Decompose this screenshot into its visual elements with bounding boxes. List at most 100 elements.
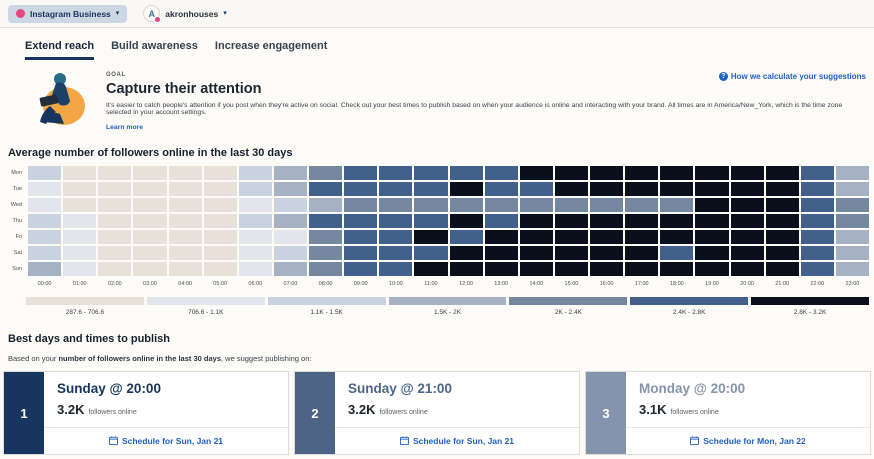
heatmap-cell[interactable] <box>625 214 659 228</box>
heatmap-cell[interactable] <box>484 262 518 276</box>
heatmap-cell[interactable] <box>28 198 62 212</box>
tab-build-awareness[interactable]: Build awareness <box>111 40 198 52</box>
heatmap-cell[interactable] <box>730 182 764 196</box>
heatmap-cell[interactable] <box>379 182 413 196</box>
heatmap-cell[interactable] <box>273 166 307 180</box>
heatmap-cell[interactable] <box>835 198 869 212</box>
heatmap-cell[interactable] <box>379 230 413 244</box>
heatmap-cell[interactable] <box>449 246 483 260</box>
heatmap-cell[interactable] <box>273 182 307 196</box>
heatmap-cell[interactable] <box>625 166 659 180</box>
heatmap-cell[interactable] <box>273 262 307 276</box>
heatmap-cell[interactable] <box>344 182 378 196</box>
heatmap-cell[interactable] <box>590 182 624 196</box>
heatmap-cell[interactable] <box>168 182 202 196</box>
heatmap-cell[interactable] <box>238 246 272 260</box>
heatmap-cell[interactable] <box>660 262 694 276</box>
heatmap-cell[interactable] <box>484 166 518 180</box>
heatmap-cell[interactable] <box>238 230 272 244</box>
heatmap-cell[interactable] <box>800 246 834 260</box>
heatmap-cell[interactable] <box>98 230 132 244</box>
heatmap-cell[interactable] <box>379 198 413 212</box>
heatmap-cell[interactable] <box>800 230 834 244</box>
heatmap-cell[interactable] <box>414 214 448 228</box>
learn-more-link[interactable]: Learn more <box>106 124 144 131</box>
heatmap-cell[interactable] <box>168 230 202 244</box>
heatmap-cell[interactable] <box>344 214 378 228</box>
heatmap-cell[interactable] <box>695 230 729 244</box>
heatmap-cell[interactable] <box>203 230 237 244</box>
heatmap-cell[interactable] <box>554 166 588 180</box>
heatmap-cell[interactable] <box>344 262 378 276</box>
tab-extend-reach[interactable]: Extend reach <box>25 40 95 60</box>
heatmap-cell[interactable] <box>238 182 272 196</box>
schedule-button[interactable]: Schedule for Sun, Jan 21 <box>108 436 223 454</box>
heatmap-cell[interactable] <box>484 246 518 260</box>
heatmap-cell[interactable] <box>63 230 97 244</box>
heatmap-cell[interactable] <box>835 214 869 228</box>
heatmap-cell[interactable] <box>203 262 237 276</box>
heatmap-cell[interactable] <box>133 230 167 244</box>
profile-picker[interactable]: Instagram Business ▾ <box>8 4 128 23</box>
heatmap-cell[interactable] <box>625 182 659 196</box>
heatmap-cell[interactable] <box>28 246 62 260</box>
heatmap-cell[interactable] <box>730 214 764 228</box>
heatmap-cell[interactable] <box>695 198 729 212</box>
heatmap-cell[interactable] <box>309 262 343 276</box>
heatmap-cell[interactable] <box>133 262 167 276</box>
heatmap-cell[interactable] <box>344 246 378 260</box>
heatmap-cell[interactable] <box>203 182 237 196</box>
heatmap-cell[interactable] <box>449 182 483 196</box>
heatmap-cell[interactable] <box>63 198 97 212</box>
heatmap-cell[interactable] <box>344 166 378 180</box>
heatmap-cell[interactable] <box>765 182 799 196</box>
heatmap-cell[interactable] <box>379 214 413 228</box>
heatmap-cell[interactable] <box>765 166 799 180</box>
heatmap-cell[interactable] <box>625 230 659 244</box>
heatmap-cell[interactable] <box>309 198 343 212</box>
heatmap-cell[interactable] <box>63 166 97 180</box>
heatmap-cell[interactable] <box>765 214 799 228</box>
schedule-button[interactable]: Schedule for Sun, Jan 21 <box>399 436 514 454</box>
heatmap-cell[interactable] <box>730 230 764 244</box>
heatmap-cell[interactable] <box>414 182 448 196</box>
heatmap-cell[interactable] <box>98 198 132 212</box>
heatmap-cell[interactable] <box>28 230 62 244</box>
heatmap-cell[interactable] <box>695 262 729 276</box>
heatmap-cell[interactable] <box>203 246 237 260</box>
heatmap-cell[interactable] <box>660 246 694 260</box>
heatmap-cell[interactable] <box>484 230 518 244</box>
heatmap-cell[interactable] <box>168 166 202 180</box>
heatmap-cell[interactable] <box>800 182 834 196</box>
heatmap-cell[interactable] <box>203 214 237 228</box>
heatmap-cell[interactable] <box>590 230 624 244</box>
heatmap-cell[interactable] <box>660 182 694 196</box>
heatmap-cell[interactable] <box>414 198 448 212</box>
heatmap-cell[interactable] <box>730 166 764 180</box>
heatmap-cell[interactable] <box>590 246 624 260</box>
heatmap-cell[interactable] <box>309 166 343 180</box>
heatmap-cell[interactable] <box>203 198 237 212</box>
heatmap-cell[interactable] <box>519 182 553 196</box>
heatmap-cell[interactable] <box>168 246 202 260</box>
heatmap-cell[interactable] <box>519 262 553 276</box>
heatmap-cell[interactable] <box>449 198 483 212</box>
heatmap-cell[interactable] <box>660 166 694 180</box>
heatmap-cell[interactable] <box>449 166 483 180</box>
heatmap-cell[interactable] <box>28 182 62 196</box>
heatmap-cell[interactable] <box>800 166 834 180</box>
schedule-button[interactable]: Schedule for Mon, Jan 22 <box>690 436 806 454</box>
heatmap-cell[interactable] <box>98 246 132 260</box>
heatmap-cell[interactable] <box>379 166 413 180</box>
heatmap-cell[interactable] <box>98 166 132 180</box>
heatmap-cell[interactable] <box>309 246 343 260</box>
heatmap-cell[interactable] <box>273 198 307 212</box>
heatmap-cell[interactable] <box>309 230 343 244</box>
heatmap-cell[interactable] <box>695 246 729 260</box>
heatmap-cell[interactable] <box>63 246 97 260</box>
heatmap-cell[interactable] <box>238 214 272 228</box>
heatmap-cell[interactable] <box>765 246 799 260</box>
heatmap-cell[interactable] <box>238 166 272 180</box>
heatmap-cell[interactable] <box>28 262 62 276</box>
heatmap-cell[interactable] <box>519 198 553 212</box>
